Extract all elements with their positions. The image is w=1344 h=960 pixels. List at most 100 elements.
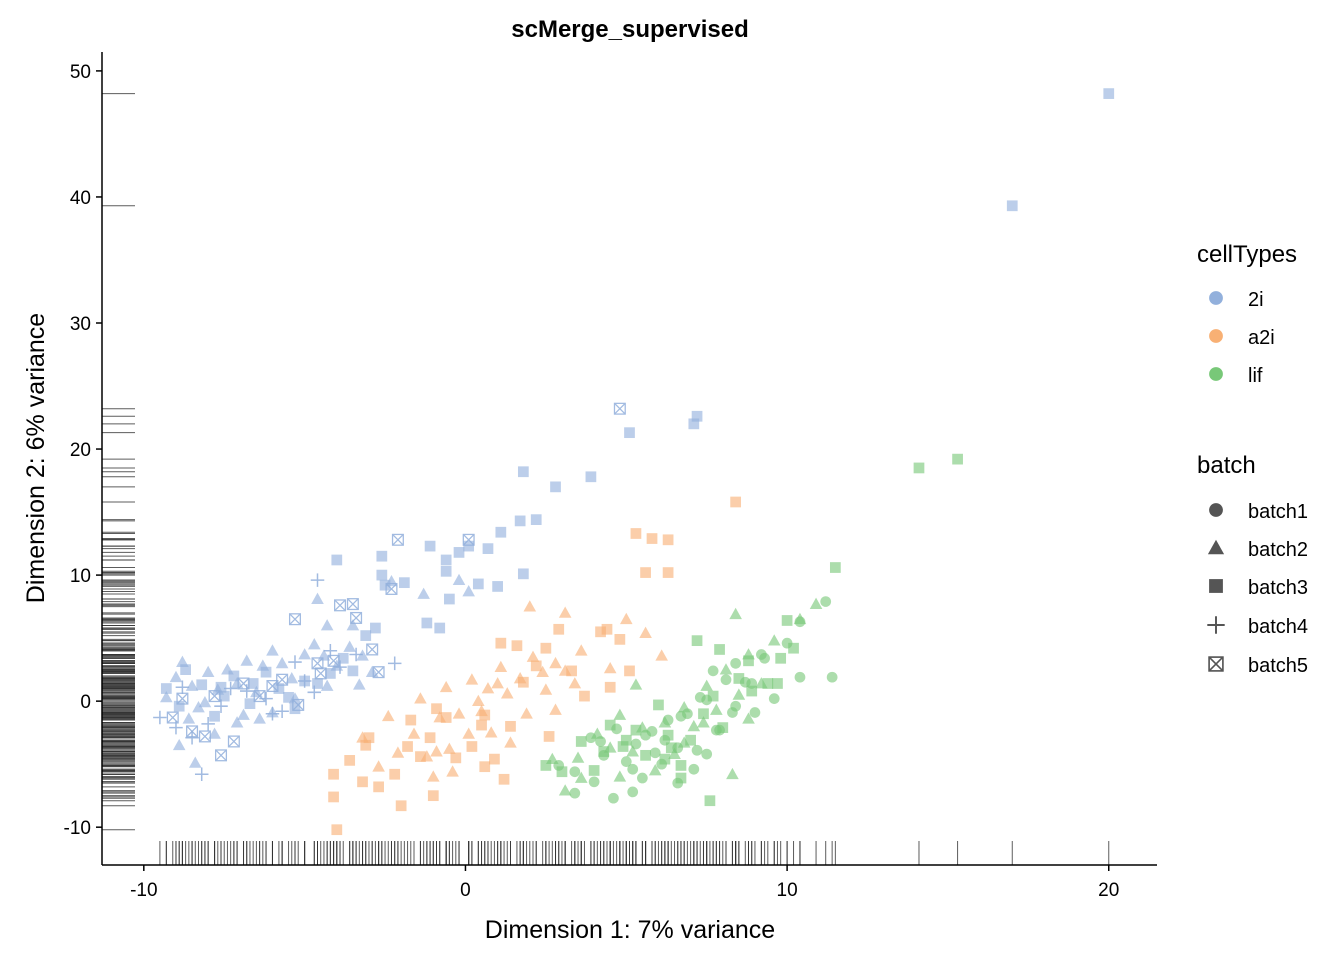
data-point-2i-batch5	[613, 402, 626, 415]
data-point-lif-batch1	[691, 744, 703, 756]
data-point-lif-batch1	[720, 674, 732, 686]
data-point-lif-batch3	[746, 685, 758, 697]
data-point-2i-batch3	[691, 410, 703, 422]
data-point-lif-batch1	[627, 786, 639, 798]
y-tick-label: 0	[80, 692, 91, 713]
data-point-2i-batch2	[188, 756, 202, 768]
data-point-lif-batch2	[726, 767, 739, 780]
data-point-a2i-batch3	[553, 623, 565, 635]
data-point-2i-batch3	[517, 466, 529, 478]
x-tick-label: -10	[130, 880, 157, 901]
data-point-a2i-batch2	[443, 742, 456, 754]
data-point-2i-batch2	[452, 573, 466, 586]
data-point-lif-batch3	[698, 708, 709, 720]
data-point-2i-batch2	[237, 708, 250, 720]
legend-title-celltypes: cellTypes	[1197, 241, 1297, 268]
data-point-2i-batch3	[180, 664, 191, 675]
data-point-2i-batch5	[314, 667, 327, 680]
y-rug	[102, 93, 135, 831]
data-point-2i-batch3	[398, 577, 410, 589]
x-axis-label: Dimension 1: 7% variance	[485, 916, 775, 944]
data-point-2i-batch4	[310, 573, 325, 588]
data-point-lif-batch3	[588, 765, 600, 776]
data-point-lif-batch1	[826, 671, 838, 683]
legend: cellTypes 2i a2i lif batch batch1 batch2…	[1197, 241, 1308, 677]
data-point-lif-batch2	[729, 607, 742, 620]
legend-label-lif: lif	[1248, 365, 1263, 387]
data-point-a2i-batch2	[381, 709, 395, 722]
data-point-2i-batch5	[350, 611, 363, 624]
legend-label-batch3: batch3	[1248, 577, 1308, 599]
data-points	[152, 88, 1115, 836]
data-point-a2i-batch3	[440, 712, 452, 723]
data-point-2i-batch3	[492, 581, 503, 592]
data-point-lif-batch3	[714, 644, 725, 655]
data-point-a2i-batch3	[505, 720, 516, 732]
data-point-lif-batch3	[575, 736, 587, 747]
data-point-2i-batch3	[160, 683, 172, 694]
data-point-2i-batch3	[331, 554, 343, 566]
data-point-2i-batch2	[307, 638, 321, 650]
data-point-a2i-batch2	[549, 703, 562, 715]
data-point-lif-batch1	[727, 707, 738, 718]
data-point-2i-batch4	[175, 680, 190, 695]
data-point-2i-batch5	[334, 599, 347, 612]
x-axis-ticks: -10 0 10 20	[130, 865, 1119, 901]
data-point-a2i-batch2	[520, 707, 533, 719]
data-point-a2i-batch3	[405, 714, 417, 726]
data-point-2i-batch3	[585, 471, 597, 483]
data-point-2i-batch5	[227, 735, 240, 748]
data-point-a2i-batch3	[489, 753, 500, 765]
data-point-lif-batch1	[608, 792, 619, 804]
data-point-2i-batch3	[440, 565, 452, 577]
data-point-2i-batch3	[440, 554, 452, 566]
data-point-lif-batch2	[571, 751, 585, 763]
data-point-a2i-batch2	[452, 707, 466, 719]
data-point-lif-batch2	[767, 634, 781, 646]
data-point-2i-batch3	[495, 526, 507, 538]
data-point-2i-batch5	[311, 657, 324, 670]
data-point-a2i-batch3	[450, 752, 462, 764]
data-point-lif-batch3	[598, 746, 610, 757]
data-point-lif-batch1	[701, 748, 713, 760]
data-point-a2i-batch3	[730, 496, 742, 508]
data-point-a2i-batch2	[462, 727, 475, 739]
data-point-a2i-batch2	[372, 760, 385, 772]
data-point-lif-batch3	[691, 635, 703, 647]
y-tick-label: 10	[70, 566, 91, 587]
data-point-lif-batch1	[636, 772, 648, 784]
data-point-2i-batch3	[421, 617, 433, 629]
legend-title-batch: batch	[1197, 452, 1256, 479]
data-point-a2i-batch3	[344, 755, 356, 766]
legend-label-batch5: batch5	[1248, 655, 1308, 677]
data-point-a2i-batch3	[662, 534, 674, 546]
data-point-2i-batch3	[444, 593, 455, 605]
data-point-lif-batch3	[659, 753, 671, 765]
data-point-a2i-batch3	[328, 791, 339, 803]
data-point-2i-batch5	[391, 533, 404, 546]
data-point-lif-batch2	[710, 703, 723, 715]
data-point-a2i-batch3	[640, 567, 651, 578]
data-point-2i-batch3	[376, 550, 388, 562]
data-point-lif-batch3	[685, 734, 696, 746]
data-point-a2i-batch3	[646, 533, 658, 544]
data-point-a2i-batch3	[604, 681, 616, 693]
x-rug	[159, 841, 1110, 865]
data-point-lif-batch1	[569, 766, 581, 778]
x-tick-label: 10	[777, 880, 798, 901]
data-point-lif-batch3	[707, 690, 719, 702]
data-point-lif-batch3	[733, 673, 745, 684]
data-point-a2i-batch3	[543, 731, 555, 742]
data-point-a2i-batch3	[511, 640, 523, 652]
data-point-lif-batch3	[952, 453, 963, 465]
data-point-a2i-batch3	[466, 741, 478, 752]
data-point-a2i-batch3	[476, 719, 487, 731]
data-point-2i-batch3	[550, 481, 561, 493]
y-axis-ticks: -10 0 10 20 30 40 50	[64, 62, 102, 839]
data-point-a2i-batch2	[603, 661, 617, 674]
legend-key-a2i	[1209, 329, 1223, 343]
data-point-a2i-batch3	[431, 703, 442, 715]
data-point-lif-batch1	[756, 649, 767, 660]
data-point-a2i-batch3	[389, 768, 401, 780]
